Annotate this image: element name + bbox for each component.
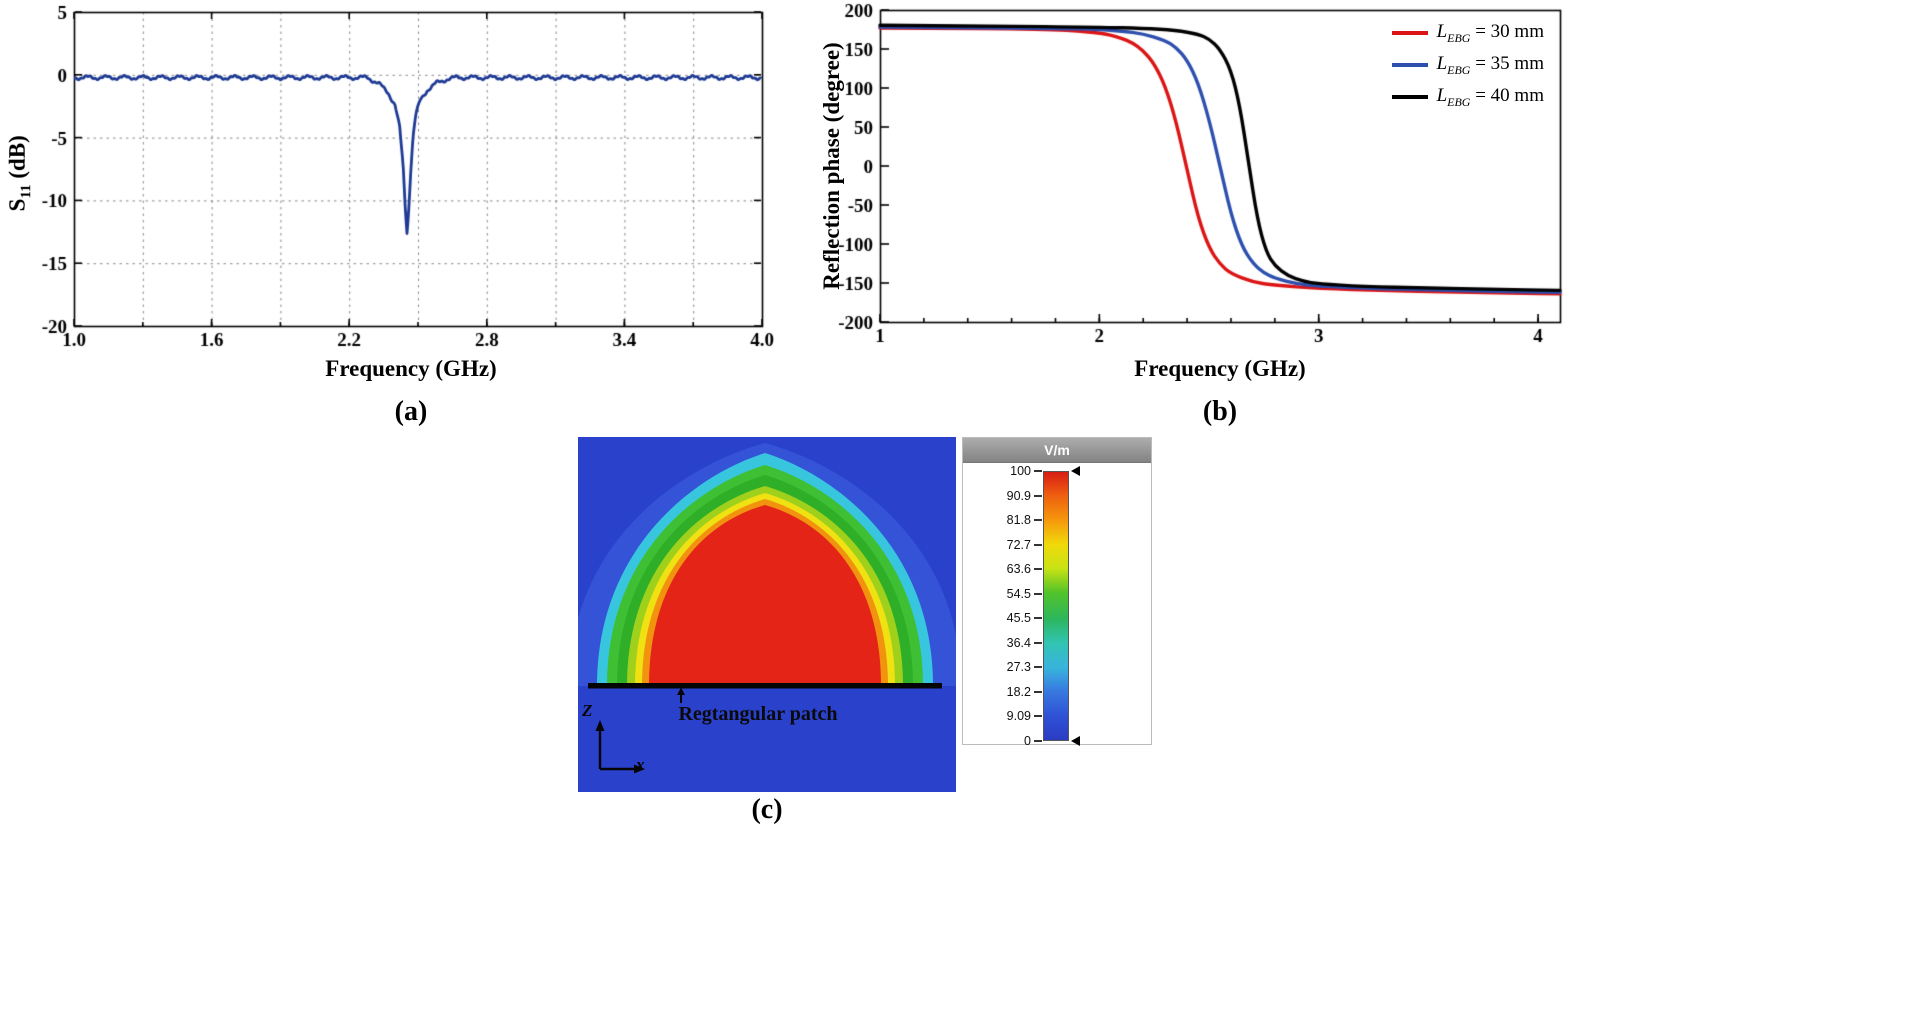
legend-label: LEBG = 35 mm	[1436, 52, 1544, 77]
colorbar-tick-mark	[1034, 666, 1042, 669]
colorbar-tick-label: 45.5	[1006, 611, 1031, 626]
rectangular-patch-annotation: Regtangular patch	[678, 703, 838, 725]
panel-a-s11-plot: S11 (dB) Frequency (GHz) (a)	[5, 0, 786, 432]
panel-b-reflection-phase-plot: LEBG = 30 mm LEBG = 35 mm LEBG = 40 mm Ref…	[810, 0, 1580, 432]
colorbar-tick-mark	[1034, 470, 1042, 472]
z-axis-label: Z	[582, 701, 593, 720]
reflection-phase-chart-canvas	[810, 0, 1580, 350]
colorbar-tick-label: 9.09	[1006, 709, 1031, 724]
s11-subscript: 11	[18, 184, 35, 199]
colorbar-tick-label: 72.7	[1006, 537, 1031, 552]
legend-line-swatch	[1391, 63, 1428, 67]
reflection-phase-legend: LEBG = 30 mm LEBG = 35 mm LEBG = 40 mm	[1391, 20, 1544, 109]
legend-label: LEBG = 40 mm	[1436, 84, 1544, 109]
colorbar-tick-mark	[1034, 592, 1042, 595]
colorbar-tick-label: 90.9	[1006, 488, 1031, 503]
colorbar-tick-mark	[1034, 494, 1042, 497]
colorbar-range-marker	[1071, 466, 1080, 476]
legend-item: LEBG = 30 mm	[1391, 20, 1544, 45]
colorbar-range-marker	[1071, 736, 1080, 746]
s11-y-axis-label: S11 (dB)	[5, 73, 36, 273]
legend-item: LEBG = 35 mm	[1391, 52, 1544, 77]
field-contour-layer	[649, 505, 881, 686]
colorbar-tick-label: 18.2	[1006, 684, 1031, 699]
reflection-phase-x-axis-label: Frequency (GHz)	[1134, 356, 1306, 381]
rectangular-patch	[588, 683, 942, 689]
colorbar-tick-label: 63.6	[1006, 562, 1031, 577]
colorbar-tick-label: 36.4	[1006, 635, 1031, 650]
colorbar-tick-mark	[1034, 519, 1042, 522]
colorbar-tick-mark	[1034, 740, 1042, 742]
colorbar-tick-mark	[1034, 690, 1042, 693]
s11-unit: (dB)	[4, 135, 30, 185]
reflection-phase-y-axis-label: Reflection phase (degree)	[819, 42, 844, 290]
s11-symbol: S	[4, 198, 30, 212]
z-axis-arrowhead	[595, 720, 605, 731]
legend-item: LEBG = 40 mm	[1391, 84, 1544, 109]
colorbar-gradient	[1043, 471, 1069, 741]
x-axis-label: x	[636, 755, 645, 774]
colorbar-scale: 100 90.9 81.8 72.7 63.6 54.5 45.5 36.4 27.3 18.2 9…	[963, 463, 1151, 748]
colorbar-tick-mark	[1034, 715, 1042, 718]
legend-line-swatch	[1391, 95, 1428, 99]
panel-b-label: (b)	[1202, 396, 1238, 427]
panel-a-label: (a)	[394, 396, 428, 427]
colorbar-title: V/m	[963, 438, 1151, 463]
colorbar-tick-label: 100	[1010, 464, 1031, 478]
colorbar-tick-mark	[1034, 568, 1042, 571]
panel-c-efield-plot: Regtangular patch Z x	[569, 437, 961, 792]
efield-image	[569, 437, 961, 792]
colorbar-tick-label: 27.3	[1006, 660, 1031, 675]
colorbar-tick-label: 81.8	[1006, 513, 1031, 528]
colorbar: V/m 100 90.9 81.8 72.7 63.6 54.5 45.5 36.4 27.3 1…	[962, 437, 1152, 748]
x-axis-arrowhead	[634, 764, 645, 774]
panel-c-label: (c)	[751, 794, 783, 825]
patch-annotation-arrowhead	[677, 687, 685, 695]
colorbar-tick-mark	[1034, 641, 1042, 644]
s11-chart-canvas	[6, 0, 786, 350]
colorbar-tick-mark	[1034, 543, 1042, 546]
legend-line-swatch	[1391, 31, 1428, 35]
colorbar-tick-mark	[1034, 617, 1042, 620]
colorbar-tick-label: 54.5	[1006, 586, 1031, 601]
legend-label: LEBG = 30 mm	[1436, 20, 1544, 45]
s11-x-axis-label: Frequency (GHz)	[325, 356, 497, 381]
colorbar-tick-label: 0	[1024, 734, 1031, 748]
